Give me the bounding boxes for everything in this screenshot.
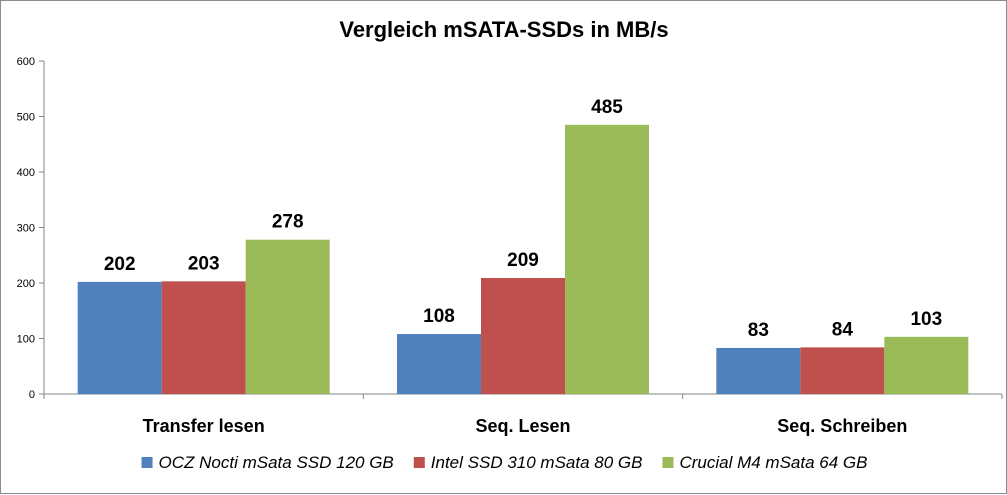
legend-label: Intel SSD 310 mSata 80 GB xyxy=(431,453,643,472)
x-category-label: Seq. Schreiben xyxy=(777,416,907,436)
data-label: 278 xyxy=(272,212,304,233)
data-label: 103 xyxy=(910,309,942,330)
y-tick-label: 0 xyxy=(29,389,35,401)
x-category-label: Transfer lesen xyxy=(143,416,265,436)
bar xyxy=(481,278,565,394)
legend-label: OCZ Nocti mSata SSD 120 GB xyxy=(159,453,394,472)
legend-swatch xyxy=(413,457,425,468)
y-tick-label: 100 xyxy=(17,334,35,346)
bar xyxy=(77,281,162,394)
data-label: 84 xyxy=(832,319,854,340)
data-label: 108 xyxy=(423,306,455,327)
data-label: 202 xyxy=(104,254,136,275)
data-label: 209 xyxy=(507,250,539,271)
y-tick-label: 400 xyxy=(17,167,35,179)
bar xyxy=(565,124,649,394)
data-label: 83 xyxy=(748,320,769,341)
y-tick-label: 500 xyxy=(17,112,35,124)
data-label: 203 xyxy=(188,253,220,274)
bar xyxy=(161,281,246,394)
axis-group: 0 100 200 300 400 500 600 Transfer lesen Seq. Le… xyxy=(17,56,1003,436)
x-category-label: Seq. Lesen xyxy=(475,416,570,436)
bar xyxy=(397,334,481,394)
y-tick-label: 300 xyxy=(17,223,35,235)
legend-swatch xyxy=(141,457,153,468)
data-label: 485 xyxy=(591,97,623,118)
labels-group: 202 203 278 108 209 485 83 84 103 xyxy=(104,97,942,341)
legend-swatch xyxy=(662,457,674,468)
y-tick-label: 200 xyxy=(17,278,35,290)
bar xyxy=(245,239,330,394)
legend-label: Crucial M4 mSata 64 GB xyxy=(679,453,867,472)
bar xyxy=(800,347,885,394)
bars-group xyxy=(77,124,969,394)
bar xyxy=(884,336,969,394)
bar xyxy=(716,347,801,394)
legend: OCZ Nocti mSata SSD 120 GB Intel SSD 310 … xyxy=(141,453,867,472)
chart-title: Vergleich mSATA-SSDs in MB/s xyxy=(339,17,668,42)
y-tick-label: 600 xyxy=(17,56,35,68)
